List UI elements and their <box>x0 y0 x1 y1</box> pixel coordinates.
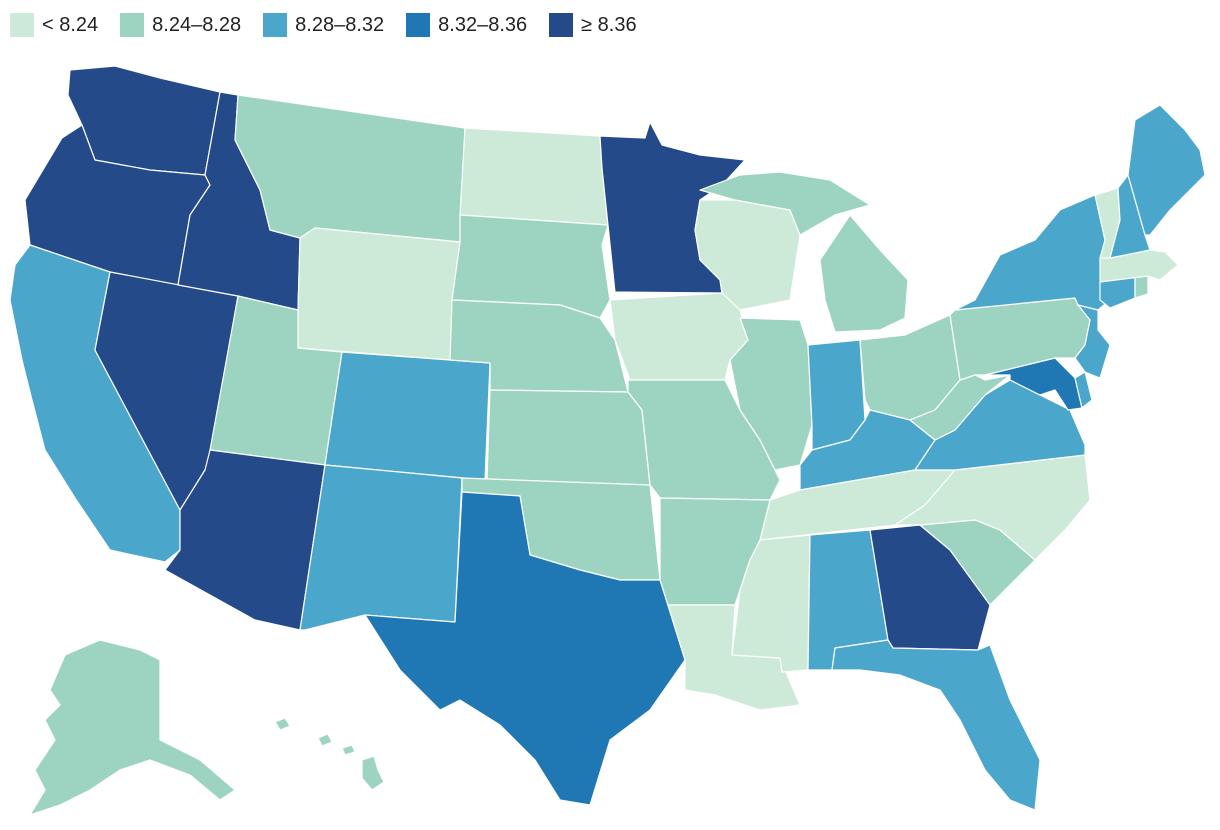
state-texas[interactable] <box>364 491 686 806</box>
legend-item-bin-4: ≥ 8.36 <box>549 13 637 37</box>
legend-label-bin-4: ≥ 8.36 <box>581 13 637 36</box>
legend-swatch-bin-1 <box>120 13 145 37</box>
state-maine[interactable] <box>1127 104 1206 236</box>
state-delaware[interactable] <box>1074 371 1093 409</box>
state-massachusetts[interactable] <box>1099 249 1179 283</box>
legend-item-bin-1: 8.24–8.28 <box>120 13 241 37</box>
legend-swatch-bin-0 <box>10 13 34 37</box>
legend-label-bin-0: < 8.24 <box>42 13 99 36</box>
legend-label-bin-2: 8.28–8.32 <box>295 13 385 36</box>
state-west-virginia[interactable] <box>909 374 1011 441</box>
legend-label-bin-1: 8.24–8.28 <box>152 13 242 36</box>
legend-item-bin-0: < 8.24 <box>10 13 98 37</box>
state-iowa[interactable] <box>609 292 749 381</box>
state-michigan[interactable] <box>699 171 909 333</box>
state-colorado[interactable] <box>324 351 491 481</box>
state-new-mexico[interactable] <box>299 464 463 631</box>
state-rhode-island[interactable] <box>1134 275 1149 299</box>
state-north-carolina[interactable] <box>894 454 1091 561</box>
map-legend: < 8.24 8.24–8.28 8.28–8.32 8.32–8.36 ≥ 8… <box>10 13 659 37</box>
state-maryland[interactable] <box>984 357 1083 411</box>
state-florida[interactable] <box>831 639 1041 811</box>
legend-swatch-bin-2 <box>263 13 288 37</box>
state-north-dakota[interactable] <box>459 127 609 226</box>
state-louisiana[interactable] <box>667 604 801 711</box>
state-illinois[interactable] <box>729 317 813 471</box>
state-alaska[interactable] <box>29 639 236 816</box>
state-kansas[interactable] <box>486 389 651 486</box>
legend-swatch-bin-3 <box>406 13 431 37</box>
legend-label-bin-3: 8.32–8.36 <box>438 13 528 36</box>
state-new-jersey[interactable] <box>1074 304 1111 379</box>
legend-swatch-bin-4 <box>549 13 574 37</box>
legend-item-bin-3: 8.32–8.36 <box>406 13 527 37</box>
state-hawaii[interactable] <box>274 717 385 791</box>
state-wyoming[interactable] <box>297 227 461 361</box>
state-montana[interactable] <box>234 94 466 243</box>
state-new-york[interactable] <box>954 194 1111 311</box>
legend-item-bin-2: 8.28–8.32 <box>263 13 384 37</box>
